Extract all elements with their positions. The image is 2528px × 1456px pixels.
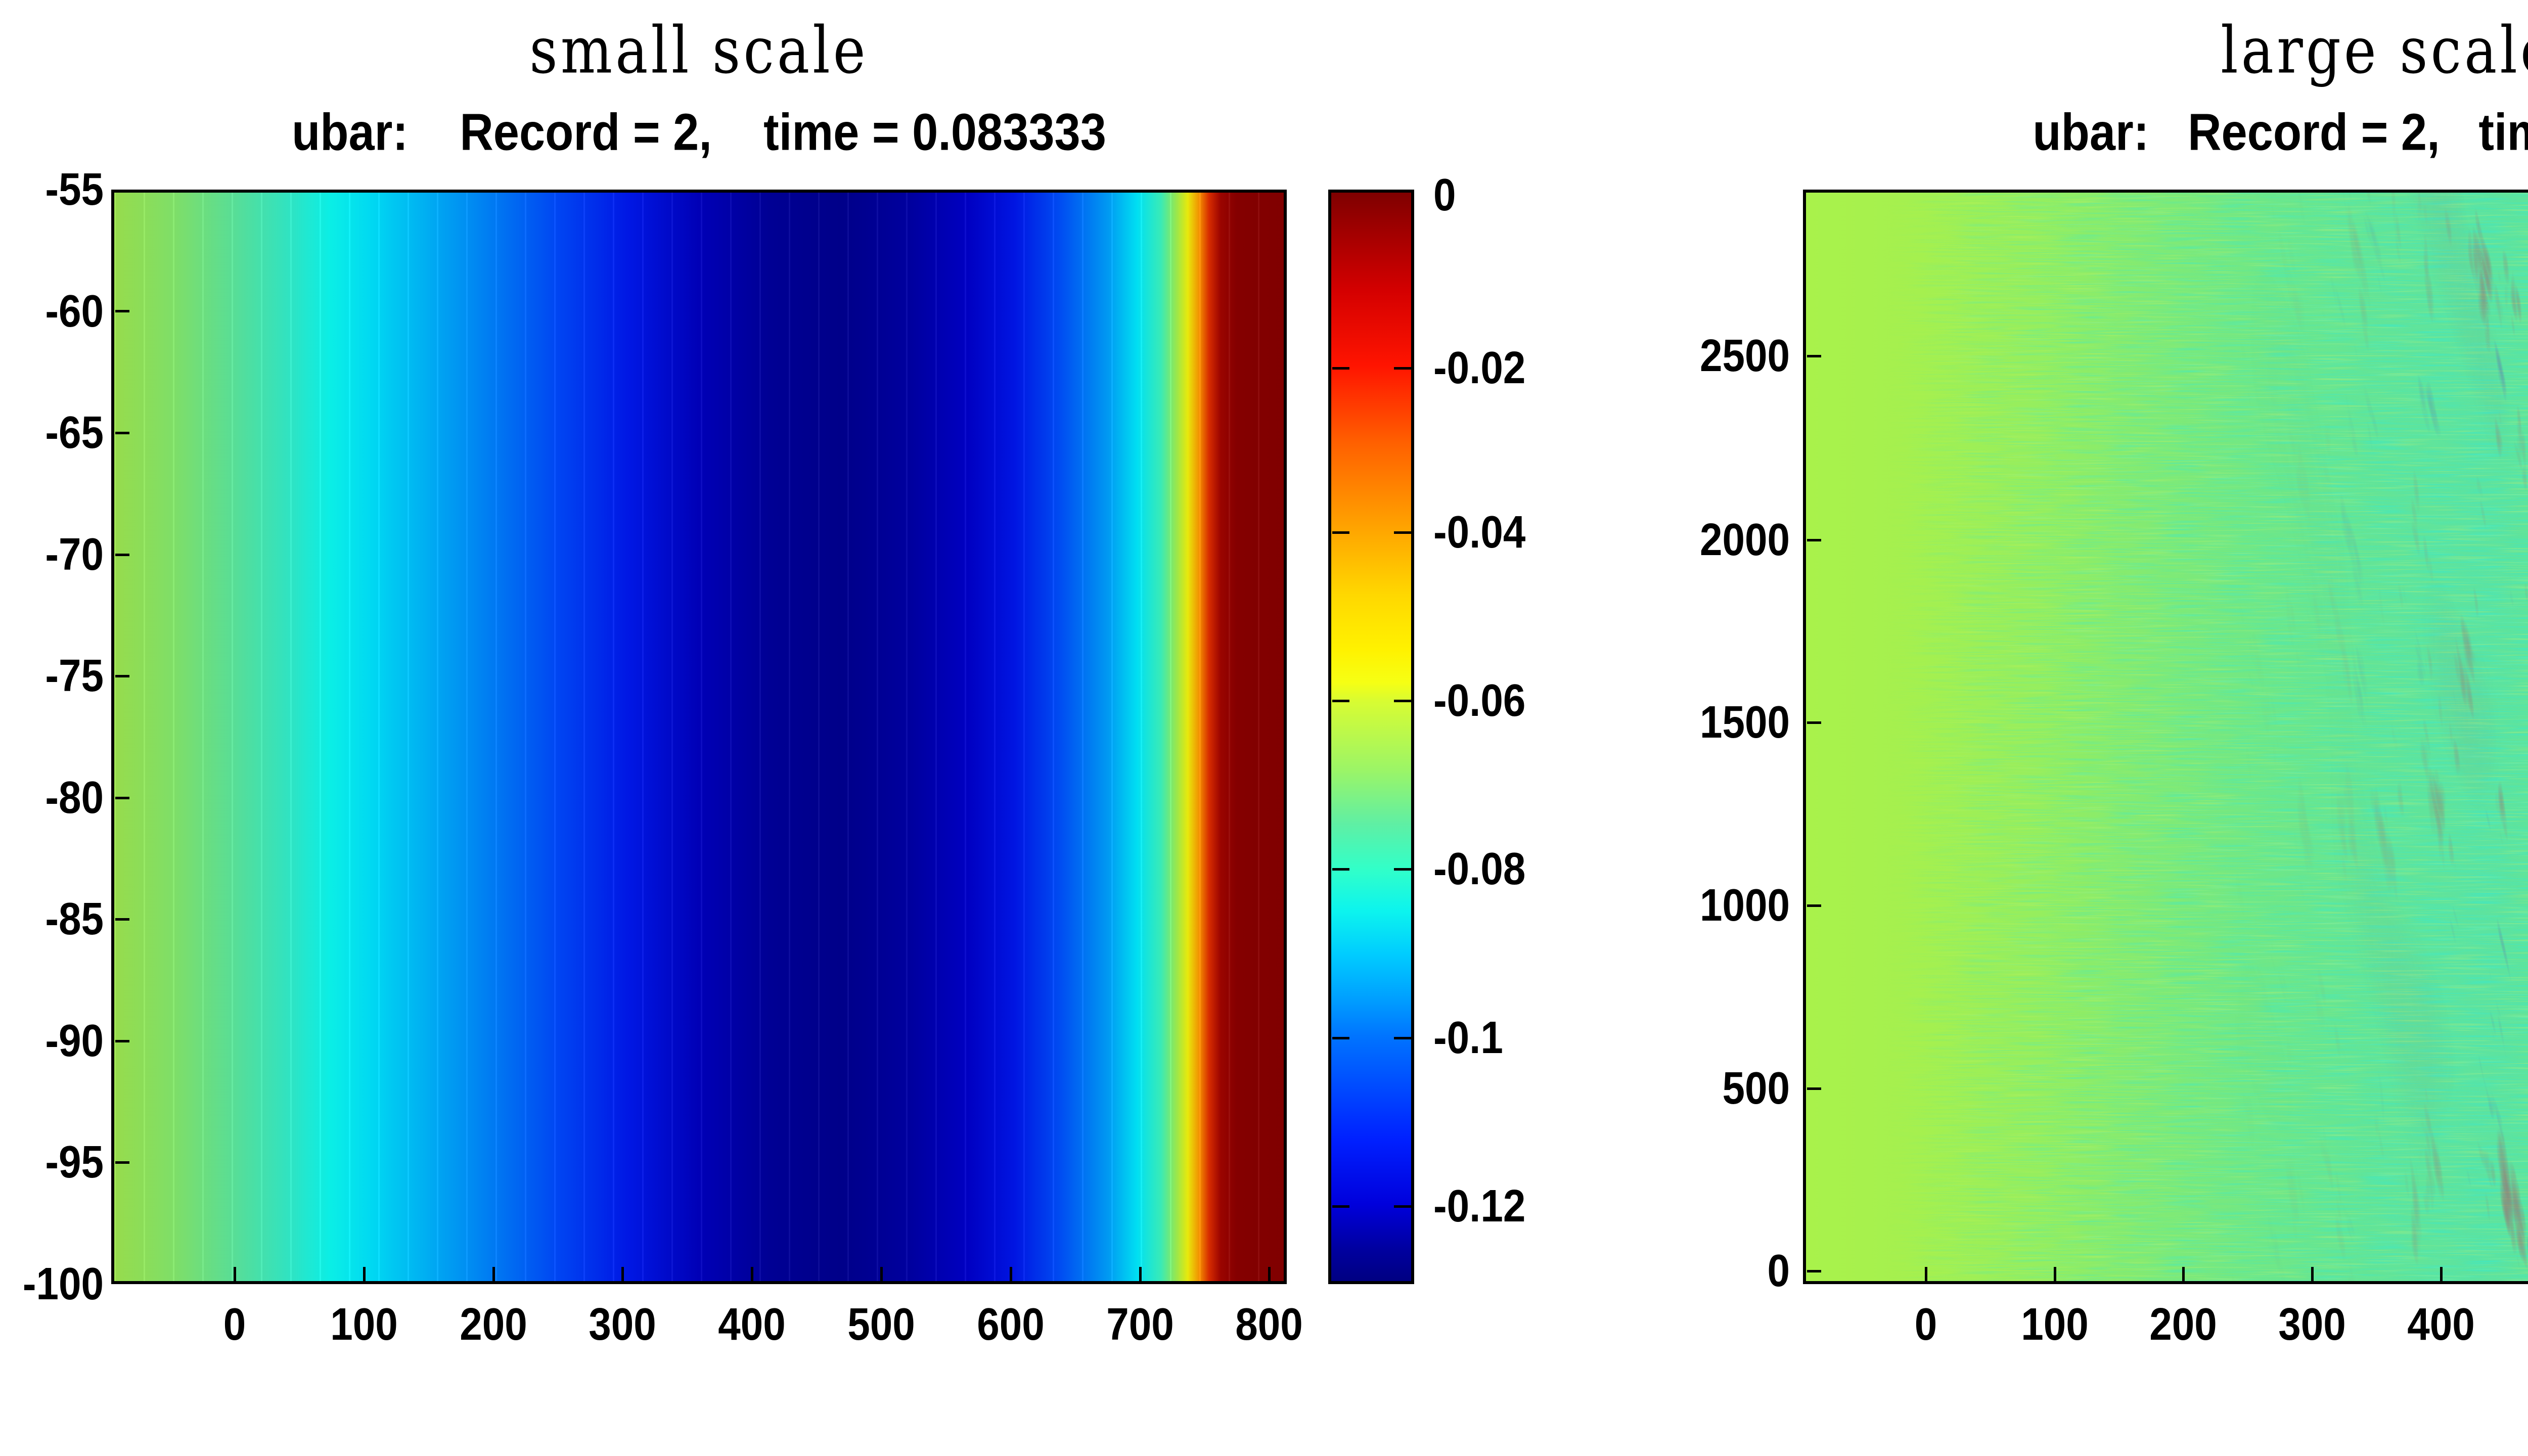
left-heatmap-plot-area — [111, 190, 1287, 1284]
axis-tick — [115, 1040, 129, 1042]
left-plot-title: small scale — [529, 13, 869, 88]
axis-tick — [363, 1267, 366, 1281]
left-y-tick-label: -95 — [45, 1136, 104, 1188]
turbulent-field-image — [1806, 193, 2528, 1281]
axis-tick — [234, 1267, 236, 1281]
right-y-tick-label: 500 — [1722, 1063, 1790, 1114]
right-x-tick-label: 100 — [2021, 1299, 2089, 1350]
axis-tick — [1807, 904, 1821, 907]
colorbar-tick — [1394, 700, 1411, 702]
axis-tick — [1807, 355, 1821, 357]
right-plot-title: large scale — [2221, 13, 2528, 88]
colorbar-tick — [1332, 531, 1349, 534]
axis-tick — [1807, 1087, 1821, 1090]
left-x-tick-label: 800 — [1235, 1299, 1303, 1350]
left-y-tick-label: -80 — [45, 772, 104, 823]
left-y-tick-label: -65 — [45, 407, 104, 458]
left-colorbar-tick-label: -0.06 — [1433, 675, 1526, 726]
axis-tick — [621, 1267, 624, 1281]
right-x-tick-label: 300 — [2278, 1299, 2346, 1350]
left-plot-subtitle: ubar: Record = 2, time = 0.083333 — [292, 103, 1106, 162]
right-y-tick-label: 1500 — [1700, 697, 1790, 748]
axis-tick — [2054, 1267, 2056, 1281]
colorbar-tick — [1332, 700, 1349, 702]
left-y-tick-label: -70 — [45, 529, 104, 580]
axis-tick — [1807, 1270, 1821, 1272]
right-y-tick-label: 1000 — [1700, 880, 1790, 931]
left-colorbar-tick-label: -0.02 — [1433, 342, 1526, 393]
axis-tick — [115, 432, 129, 434]
right-x-tick-label: 200 — [2149, 1299, 2217, 1350]
colorbar-tick — [1394, 1037, 1411, 1039]
left-x-tick-label: 600 — [977, 1299, 1045, 1350]
axis-tick — [2440, 1267, 2443, 1281]
left-colorbar-tick-label: -0.08 — [1433, 843, 1526, 894]
axis-tick — [1925, 1267, 1927, 1281]
left-y-tick-label: -90 — [45, 1015, 104, 1066]
axis-tick — [492, 1267, 495, 1281]
colorbar-tick — [1394, 868, 1411, 871]
axis-tick — [1807, 721, 1821, 724]
colorbar-tick — [1394, 531, 1411, 534]
axis-tick — [115, 554, 129, 556]
left-x-tick-label: 400 — [718, 1299, 786, 1350]
left-colorbar-tick-label: -0.1 — [1433, 1012, 1503, 1063]
axis-tick — [880, 1267, 883, 1281]
colorbar-tick — [1332, 367, 1349, 370]
left-colorbar — [1328, 190, 1414, 1284]
axis-tick — [1268, 1267, 1271, 1281]
axis-tick — [115, 797, 129, 799]
right-heatmap-plot-area — [1803, 190, 2528, 1284]
axis-tick — [1807, 539, 1821, 541]
axis-tick — [115, 918, 129, 921]
axis-tick — [2182, 1267, 2185, 1281]
axis-tick — [115, 1161, 129, 1164]
right-plot-subtitle: ubar: Record = 2, time = 0.025 — [2033, 103, 2528, 162]
left-colorbar-tick-label: 0 — [1433, 169, 1456, 220]
left-x-tick-label: 500 — [847, 1299, 915, 1350]
axis-tick — [115, 310, 129, 312]
axis-tick — [115, 675, 129, 677]
left-x-tick-label: 0 — [223, 1299, 246, 1350]
left-y-tick-label: -75 — [45, 650, 104, 701]
left-y-tick-label: -85 — [45, 893, 104, 944]
left-colorbar-tick-label: -0.12 — [1433, 1180, 1526, 1232]
left-y-tick-label: -100 — [22, 1258, 104, 1309]
colorbar-tick — [1332, 1037, 1349, 1039]
axis-tick — [1010, 1267, 1012, 1281]
colorbar-tick — [1332, 868, 1349, 871]
right-x-tick-label: 500 — [2489, 1297, 2528, 1352]
colorbar-tick — [1394, 1205, 1411, 1208]
colorbar-tick — [1332, 1205, 1349, 1208]
colorbar-tick — [1394, 367, 1411, 370]
left-x-tick-label: 300 — [589, 1299, 656, 1350]
right-y-tick-label: 2500 — [1700, 330, 1790, 381]
left-x-tick-label: 100 — [330, 1299, 398, 1350]
left-x-tick-label: 200 — [460, 1299, 527, 1350]
axis-tick — [2311, 1267, 2314, 1281]
left-y-tick-label: -60 — [45, 286, 104, 337]
left-y-tick-label: -55 — [45, 164, 104, 215]
axis-tick — [751, 1267, 753, 1281]
right-x-tick-label: 0 — [1914, 1299, 1937, 1350]
left-colorbar-tick-label: -0.04 — [1433, 507, 1526, 558]
left-x-tick-label: 700 — [1106, 1299, 1174, 1350]
right-y-tick-label: 2000 — [1700, 514, 1790, 565]
right-y-tick-label: 0 — [1767, 1245, 1790, 1296]
axis-tick — [1139, 1267, 1142, 1281]
right-x-tick-label: 400 — [2407, 1299, 2475, 1350]
